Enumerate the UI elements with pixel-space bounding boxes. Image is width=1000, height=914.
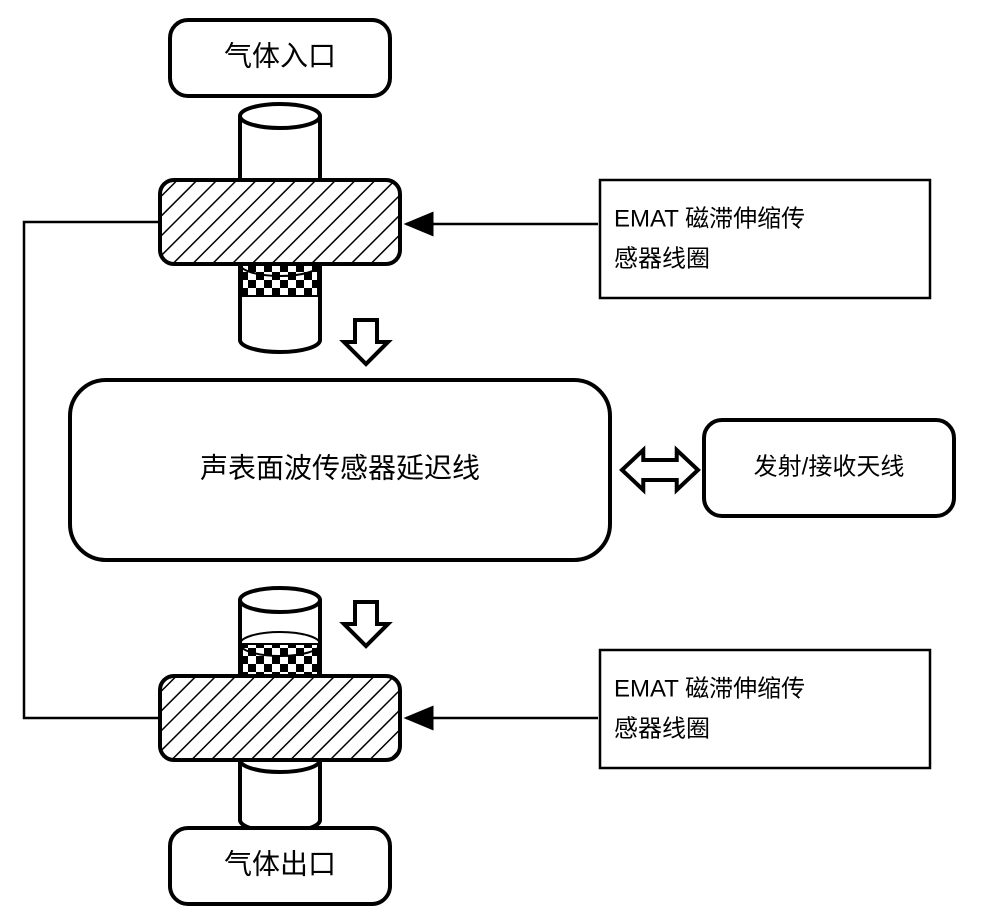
pipe-bottom-upper xyxy=(240,588,320,688)
emat-label-top-line2: 感器线圈 xyxy=(614,245,710,272)
saw-delay-line-box-label: 声表面波传感器延迟线 xyxy=(200,452,480,483)
pipe-top-lower xyxy=(240,252,320,352)
emat-label-top xyxy=(600,180,930,298)
emat-coil-bottom xyxy=(160,676,400,760)
flow-arrow-top-icon xyxy=(344,320,388,364)
emat-label-bottom-line1: EMAT 磁滞伸缩传 xyxy=(614,675,805,702)
sensor-diagram: 气体入口气体出口 声表面波传感器延迟线 发射/接收天线 EMAT 磁滞伸缩传感器线圈 E… xyxy=(0,0,1000,914)
bidirectional-arrow-icon xyxy=(622,450,698,490)
emat-label-top-line1: EMAT 磁滞伸缩传 xyxy=(614,205,805,232)
gas-outlet-box-label: 气体出口 xyxy=(224,848,336,879)
flow-arrow-bottom-icon xyxy=(344,602,388,646)
emat-coil-top xyxy=(160,180,400,264)
emat-label-bottom-line2: 感器线圈 xyxy=(614,715,710,742)
gas-inlet-box-label: 气体入口 xyxy=(224,40,336,71)
antenna-box-label: 发射/接收天线 xyxy=(754,453,905,480)
emat-label-bottom xyxy=(600,650,930,768)
